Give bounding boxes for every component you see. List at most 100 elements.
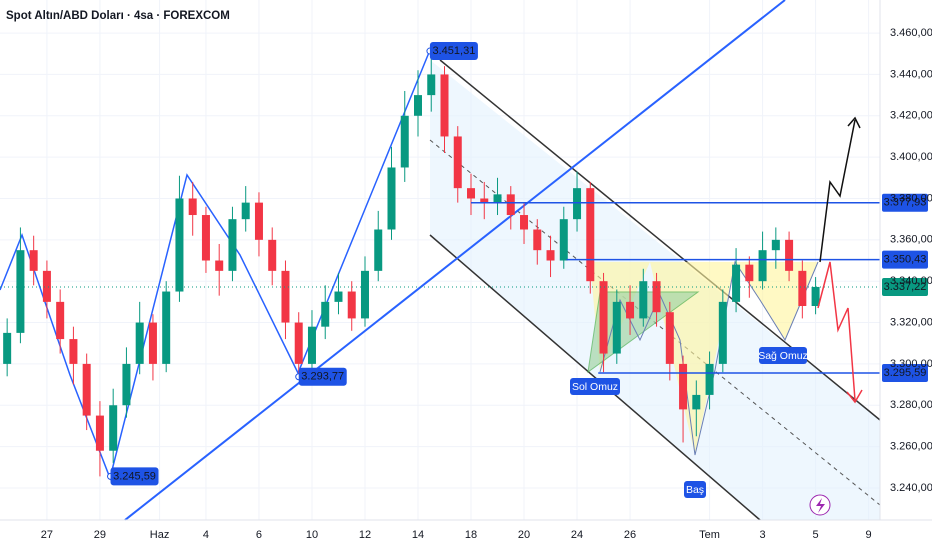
candle-body — [215, 260, 224, 271]
candle-body — [414, 95, 422, 116]
candle-body — [665, 312, 674, 364]
y-tick-label: 3.440,00 — [890, 68, 932, 80]
y-tick-label: 3.400,00 — [890, 151, 932, 163]
price-label: 3.377,93 — [884, 197, 927, 209]
callout-box — [429, 42, 478, 61]
x-tick-label: 26 — [624, 529, 636, 541]
candle-body — [3, 332, 12, 364]
candle-body — [188, 198, 197, 216]
candle-body — [467, 188, 476, 199]
candle-body — [440, 74, 449, 137]
callout-box — [298, 367, 347, 386]
arrowhead — [847, 116, 861, 129]
candle-body — [254, 202, 263, 240]
candle-body — [745, 264, 754, 282]
y-tick-label: 3.320,00 — [890, 316, 932, 328]
candle-body — [520, 215, 529, 230]
x-tick-label: 29 — [94, 529, 106, 541]
candle-body — [718, 301, 727, 364]
price-label-box — [882, 193, 928, 212]
candle-body — [586, 188, 595, 282]
x-tick-label: 18 — [465, 529, 477, 541]
x-tick-label: 20 — [518, 529, 530, 541]
candle-body — [387, 167, 396, 230]
pattern-label: Sol Omuz — [572, 381, 618, 393]
x-tick-label: 12 — [359, 529, 371, 541]
chart-title: Spot Altın/ABD Doları · 4sa · FOREXCOM — [6, 10, 230, 22]
candle-body — [135, 322, 144, 364]
candle-body — [16, 250, 25, 333]
label-box — [570, 378, 620, 395]
hs-outline — [599, 260, 819, 456]
candle-body — [811, 286, 820, 307]
candle-body — [175, 198, 184, 292]
x-tick-label: 27 — [41, 529, 53, 541]
x-tick-label: Haz — [150, 529, 170, 541]
candle-body — [374, 229, 383, 271]
candle-body — [546, 250, 555, 261]
x-tick-label: 14 — [412, 529, 424, 541]
y-tick-label: 3.260,00 — [890, 441, 932, 453]
candle-body — [771, 239, 780, 251]
candle-body — [758, 250, 767, 282]
channel-lower — [429, 234, 761, 521]
y-tick-label: 3.280,00 — [890, 399, 932, 411]
candle-body — [56, 301, 65, 340]
y-tick-label: 3.240,00 — [890, 482, 932, 494]
callout-label: 3.245,59 — [113, 470, 156, 482]
arrow-down — [817, 261, 856, 401]
y-tick-label: 3.460,00 — [890, 27, 932, 39]
candle-body — [294, 322, 303, 364]
candle-body — [533, 229, 542, 251]
callout-label: 3.293,77 — [301, 371, 344, 383]
candle-body — [162, 291, 171, 364]
price-label-box — [882, 364, 928, 383]
zigzag — [0, 49, 431, 481]
candle-body — [732, 264, 741, 302]
candle-body — [785, 239, 794, 271]
candle-body — [321, 301, 330, 327]
pattern-label: Sağ Omuz — [758, 350, 808, 362]
y-tick-label: 3.380,00 — [890, 192, 932, 204]
price-label-box — [882, 250, 928, 269]
price-label: 3.350,43 — [884, 254, 927, 266]
label-box — [759, 347, 807, 364]
y-tick-label: 3.300,00 — [890, 358, 932, 370]
x-tick-label: 9 — [866, 529, 872, 541]
candle-body — [679, 363, 688, 410]
callout-label: 3.451,31 — [433, 45, 476, 57]
price-label: 3.337,22 — [884, 281, 927, 293]
candle-body — [652, 281, 661, 313]
event-bolt — [816, 498, 825, 513]
candle-body — [241, 202, 250, 220]
candle-body — [29, 250, 38, 271]
candle-body — [692, 394, 701, 410]
x-tick-label: 6 — [256, 529, 262, 541]
arrow-up — [819, 119, 856, 263]
candle-body — [639, 281, 648, 319]
candle-body — [69, 339, 78, 364]
candle-body — [427, 74, 436, 96]
pattern — [735, 262, 818, 340]
candle-body — [334, 291, 343, 302]
candle-body — [148, 322, 157, 364]
levels: 3.377,93 3.350,43 3.337,22 3.295,59 3.451,31… — [0, 42, 928, 486]
candle-body — [493, 194, 502, 203]
candle-body — [122, 363, 131, 406]
y-tick-label: 3.420,00 — [890, 110, 932, 122]
candle-body — [109, 405, 118, 451]
candle-body — [480, 198, 489, 203]
x-tick-label: 24 — [571, 529, 583, 541]
price-label-box — [882, 277, 928, 296]
candle-body — [798, 270, 807, 307]
candle-body — [626, 301, 635, 319]
trendline — [124, 0, 786, 521]
candle-body — [360, 270, 369, 319]
x-tick-label: 4 — [203, 529, 209, 541]
candle-body — [506, 194, 515, 216]
candle-body — [453, 136, 462, 189]
arrowhead — [846, 389, 863, 404]
candle-body — [281, 270, 290, 323]
